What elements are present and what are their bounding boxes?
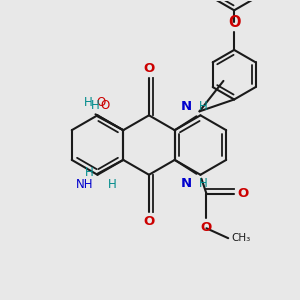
Text: O: O [97, 96, 106, 110]
Text: NH: NH [76, 178, 94, 191]
Text: O: O [100, 99, 110, 112]
Text: O: O [143, 62, 155, 75]
Text: H: H [199, 100, 207, 113]
Text: H: H [85, 166, 94, 179]
Text: N: N [180, 177, 192, 190]
Text: O: O [201, 221, 212, 234]
Text: N: N [180, 100, 192, 113]
Text: O: O [228, 15, 240, 30]
Text: O: O [237, 187, 248, 200]
Text: H: H [199, 177, 207, 190]
Text: CH₃: CH₃ [231, 233, 250, 243]
Text: H: H [107, 178, 116, 191]
Text: H: H [84, 96, 92, 110]
Text: O: O [143, 215, 155, 228]
Text: H: H [91, 99, 100, 112]
